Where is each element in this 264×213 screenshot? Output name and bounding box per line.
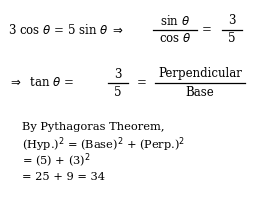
- Text: (Hyp.)$^2$ = (Base)$^2$ + (Perp.)$^2$: (Hyp.)$^2$ = (Base)$^2$ + (Perp.)$^2$: [22, 136, 185, 154]
- Text: =: =: [202, 23, 212, 36]
- Text: 3: 3: [114, 68, 122, 81]
- Text: $\Rightarrow$  tan $\theta$ =: $\Rightarrow$ tan $\theta$ =: [8, 76, 74, 89]
- Text: Perpendicular: Perpendicular: [158, 66, 242, 79]
- Text: Base: Base: [186, 86, 214, 99]
- Text: sin $\theta$: sin $\theta$: [160, 14, 190, 28]
- Text: 5: 5: [228, 33, 236, 46]
- Text: = (5) + (3)$^2$: = (5) + (3)$^2$: [22, 152, 91, 170]
- Text: 3 cos $\theta$ = 5 sin $\theta$ $\Rightarrow$: 3 cos $\theta$ = 5 sin $\theta$ $\Righta…: [8, 23, 124, 37]
- Text: 3: 3: [228, 14, 236, 27]
- Text: = 25 + 9 = 34: = 25 + 9 = 34: [22, 172, 105, 182]
- Text: =: =: [137, 76, 147, 89]
- Text: By Pythagoras Theorem,: By Pythagoras Theorem,: [22, 122, 164, 132]
- Text: 5: 5: [114, 85, 122, 98]
- Text: cos $\theta$: cos $\theta$: [159, 33, 191, 46]
